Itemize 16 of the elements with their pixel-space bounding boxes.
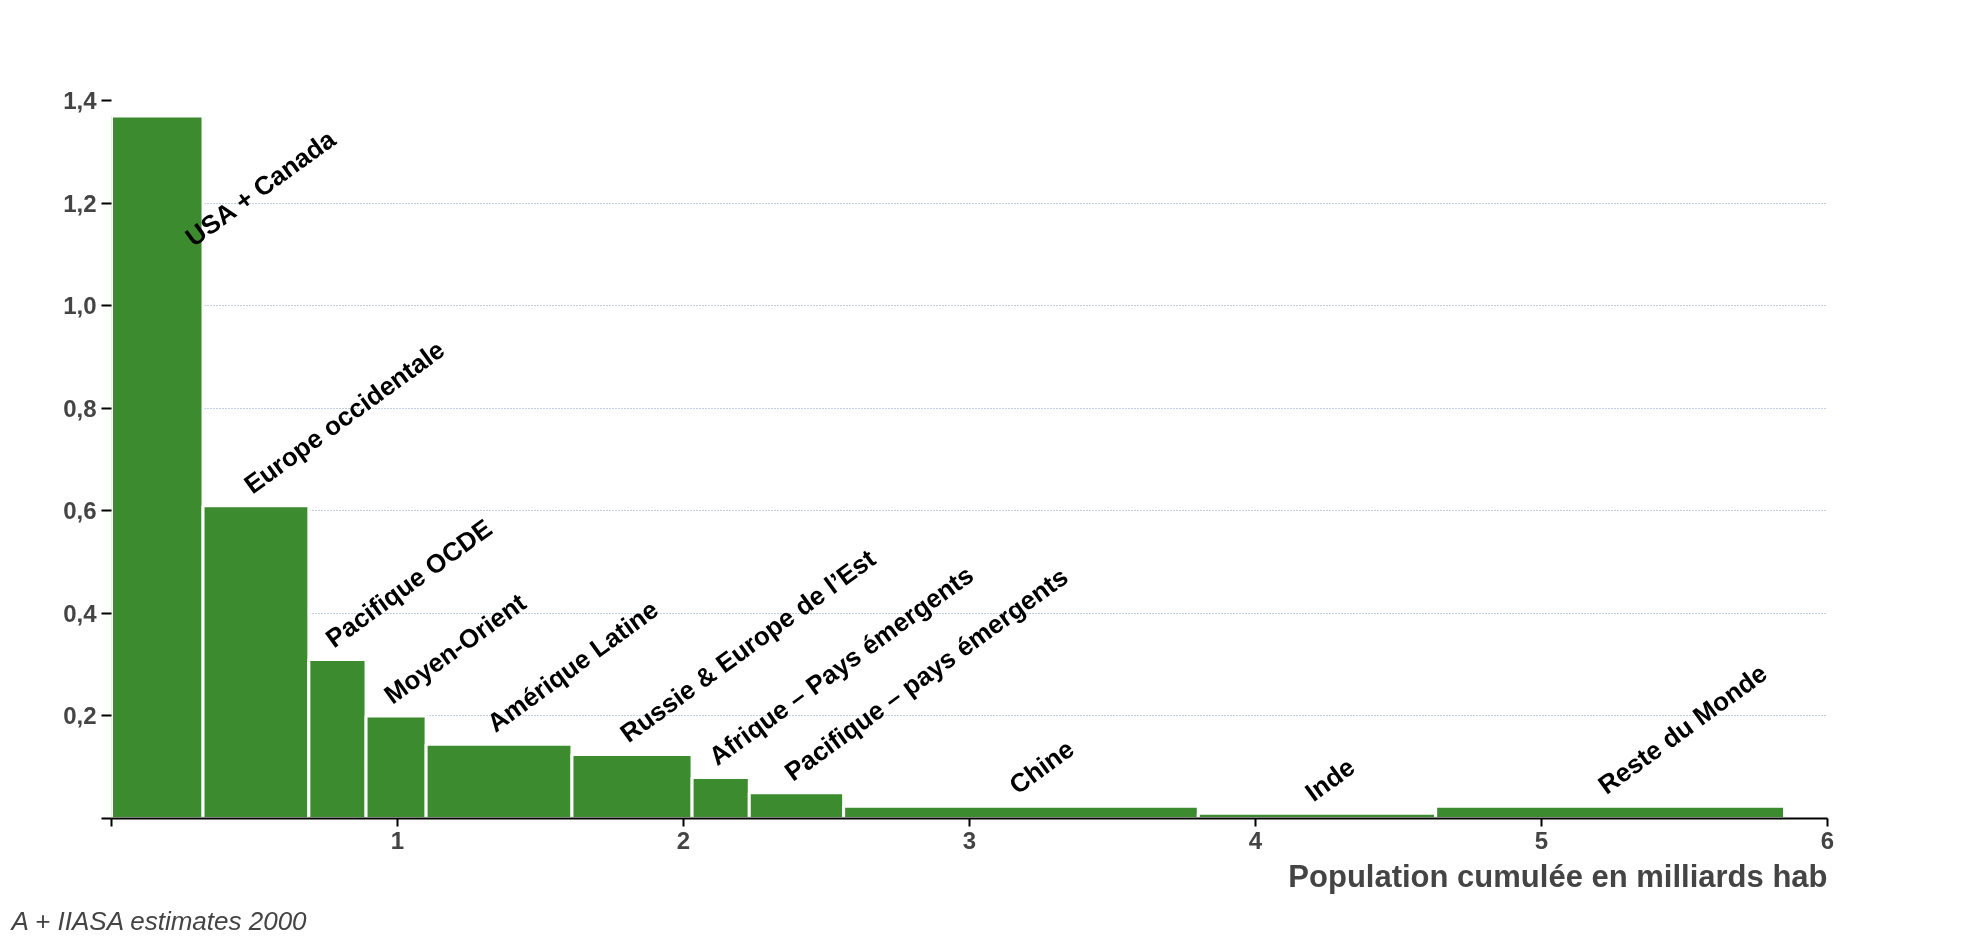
y-tick-label: 0,4 xyxy=(63,599,98,627)
y-tick-label: 1,0 xyxy=(63,292,97,320)
y-tick-label: 1,2 xyxy=(63,189,97,217)
y-tick-label: 0,8 xyxy=(63,394,97,422)
x-tick-label: 2 xyxy=(676,826,691,854)
text: A + IIASA estimates 2000 xyxy=(9,905,308,936)
y-tick-label: 0,2 xyxy=(63,702,97,730)
y-tick-label: 1,4 xyxy=(63,87,98,114)
x-tick-label: 3 xyxy=(962,826,977,854)
annotation: Inde xyxy=(1299,751,1361,808)
x-tick-label: 1 xyxy=(390,826,405,854)
x-tick-label: 5 xyxy=(1534,826,1549,854)
x-tick-label: 6 xyxy=(1820,826,1835,854)
y-tick-label: 0,6 xyxy=(63,497,97,525)
x-tick-label: 4 xyxy=(1248,826,1263,854)
x-axis-title: Population cumulée en milliards hab xyxy=(1288,858,1828,894)
